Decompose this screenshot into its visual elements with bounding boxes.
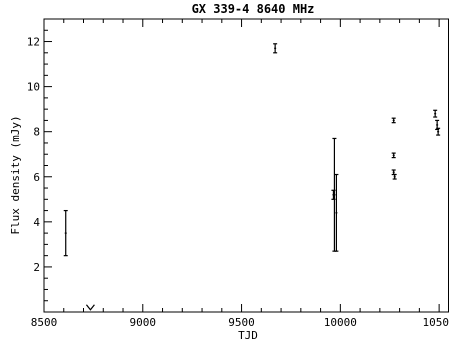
chart-title: GX 339-4 8640 MHz: [192, 2, 315, 16]
y-tick-label: 6: [33, 171, 40, 184]
data-point: [334, 173, 339, 252]
y-axis-label: Flux density (mJy): [9, 115, 22, 234]
x-tick-label: 8500: [31, 316, 58, 329]
plot-border: [43, 18, 449, 313]
x-tick-label: 10500: [423, 316, 449, 329]
x-tick-label: 9500: [228, 316, 255, 329]
y-tick-label: 8: [33, 126, 40, 139]
data-point: [436, 127, 441, 136]
data-marks: [63, 43, 441, 311]
y-tick-label: 10: [27, 81, 40, 94]
plot-frame: [43, 18, 449, 313]
data-point: [391, 117, 396, 124]
y-tick-label: 4: [33, 216, 40, 229]
upper-limit-arrow: [85, 304, 95, 311]
data-point: [433, 109, 438, 118]
data-point: [392, 173, 397, 180]
data-point: [273, 43, 278, 54]
y-tick-label: 12: [27, 36, 40, 49]
axis-ticks: 8500 9000 9500 10000 10500 2 4 6 8 10 12: [27, 19, 449, 329]
data-point: [391, 152, 396, 159]
data-point: [63, 209, 68, 257]
y-tick-label: 2: [33, 261, 40, 274]
x-axis-label: TJD: [238, 329, 258, 342]
data-point: [391, 169, 396, 176]
x-tick-label: 9000: [130, 316, 157, 329]
x-tick-label: 10000: [324, 316, 357, 329]
